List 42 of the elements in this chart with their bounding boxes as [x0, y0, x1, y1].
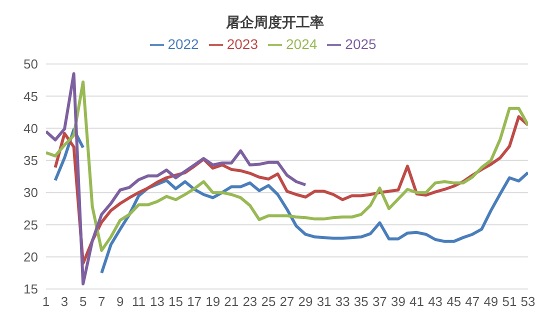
y-tick-label: 25 — [24, 217, 38, 232]
y-tick-label: 20 — [24, 249, 38, 264]
x-tick-label: 7 — [98, 294, 106, 310]
x-tick-label: 31 — [316, 294, 332, 310]
y-tick-label: 35 — [24, 153, 38, 168]
x-tick-label: 35 — [354, 294, 368, 310]
x-tick-label: 11 — [132, 294, 146, 310]
x-tick-label: 5 — [79, 294, 87, 310]
x-tick-label: 53 — [520, 294, 536, 310]
line-series — [46, 80, 528, 252]
x-tick-label: 45 — [446, 294, 462, 310]
x-tick-label: 19 — [206, 294, 220, 310]
x-tick-label: 33 — [335, 294, 350, 310]
y-tick-label: 30 — [24, 185, 38, 200]
x-tick-label: 43 — [428, 294, 443, 310]
x-tick-label: 51 — [502, 294, 517, 310]
x-tick-label: 41 — [410, 294, 424, 310]
x-tick-label: 37 — [372, 294, 387, 310]
x-tick-label: 13 — [150, 294, 164, 310]
y-tick-label: 45 — [24, 88, 38, 104]
x-tick-label: 17 — [187, 294, 202, 310]
y-tick-label: 50 — [24, 56, 38, 72]
legend-label: 2023 — [226, 36, 258, 52]
x-tick-label: 9 — [116, 294, 124, 310]
y-tick-label: 15 — [24, 282, 38, 297]
x-tick-label: 39 — [390, 294, 406, 310]
y-tick-label: 40 — [24, 120, 38, 136]
chart-title: 屠企周度开工率 — [224, 14, 325, 33]
x-tick-label: 27 — [280, 294, 294, 310]
x-tick-label: 47 — [465, 294, 480, 310]
x-tick-label: 23 — [242, 294, 258, 310]
line-series — [46, 72, 308, 286]
x-tick-label: 25 — [261, 294, 276, 310]
legend-label: 2025 — [345, 36, 376, 52]
x-tick-label: 3 — [60, 294, 68, 310]
x-tick-label: 1 — [42, 294, 50, 310]
x-tick-label: 15 — [168, 294, 184, 310]
legend-label: 2022 — [168, 36, 199, 52]
x-tick-label: 21 — [224, 294, 239, 310]
x-tick-label: 29 — [298, 294, 313, 310]
x-tick-label: 49 — [484, 294, 498, 310]
legend-label: 2024 — [286, 36, 318, 52]
